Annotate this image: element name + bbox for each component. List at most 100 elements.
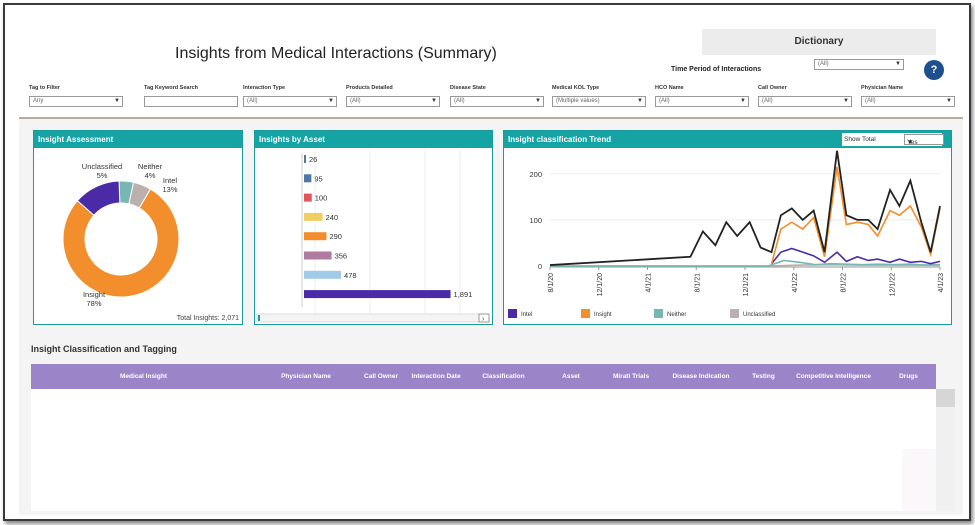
column-header[interactable]: Asset [562, 373, 580, 380]
asset-bar[interactable] [304, 174, 312, 183]
show-total-label: Show Total [844, 136, 876, 143]
filter-value: (All) [350, 98, 361, 104]
filter-select[interactable]: (All) ▼ [450, 96, 544, 107]
legend-label: Insight [594, 312, 612, 318]
legend-swatch [730, 309, 739, 318]
scrollbar-thumb[interactable] [936, 389, 955, 407]
asset-bar[interactable] [304, 270, 342, 279]
donut-label-name: Unclassified [82, 162, 122, 171]
table-body [31, 389, 936, 511]
donut-label-value: 4% [145, 171, 156, 180]
chevron-down-icon: ▼ [907, 139, 914, 146]
filter-select[interactable]: (All) ▼ [758, 96, 852, 107]
dashboard-canvas: Insights from Medical Interactions (Summ… [19, 19, 963, 515]
column-header[interactable]: Testing [752, 373, 775, 380]
y-tick-label: 100 [529, 216, 542, 225]
show-total-select[interactable]: Yes ▼ [904, 134, 944, 146]
show-total-control: Show Total Yes ▼ [842, 133, 944, 146]
insights-by-asset-title: Insights by Asset [255, 131, 492, 148]
column-header[interactable]: Classification [482, 373, 525, 380]
bar-value-label: 356 [335, 252, 348, 261]
dictionary-button[interactable]: Dictionary [702, 29, 936, 55]
time-period-select[interactable]: (All) ▼ [814, 59, 904, 70]
filter-label: Disease State [450, 85, 486, 91]
legend-swatch [581, 309, 590, 318]
asset-bar[interactable] [304, 212, 323, 221]
horizontal-scrollbar[interactable] [256, 313, 490, 323]
chevron-down-icon: ▼ [843, 98, 849, 104]
column-header[interactable]: Competitive Intelligence [796, 373, 871, 380]
chevron-down-icon: ▼ [895, 61, 901, 67]
x-tick-label: 8/1/20 [548, 273, 555, 293]
asset-bar[interactable] [304, 251, 332, 260]
donut-slice-insight[interactable] [62, 188, 180, 298]
legend-label: Intel [521, 312, 532, 318]
column-header[interactable]: Medical Insight [120, 373, 167, 380]
series-line-intel[interactable] [770, 247, 941, 265]
donut-label-name: Neither [138, 162, 163, 171]
table-section-title: Insight Classification and Tagging [31, 344, 177, 354]
filter-value: (All) [762, 98, 773, 104]
filter-label: Call Owner [758, 85, 787, 91]
column-header[interactable]: Drugs [899, 373, 918, 380]
filter-label: Tag to Filter [29, 85, 61, 91]
x-tick-label: 8/1/22 [841, 273, 848, 293]
x-tick-label: 12/1/20 [597, 273, 604, 296]
time-period-value: (All) [818, 61, 829, 67]
series-line-neither[interactable] [550, 259, 941, 267]
donut-label-value: 5% [97, 171, 108, 180]
asset-bar[interactable] [304, 193, 312, 202]
scroll-right-button[interactable] [478, 313, 490, 323]
series-line-insight[interactable] [770, 166, 941, 264]
x-tick-label: 8/1/21 [694, 273, 701, 293]
donut-label-name: Intel [163, 176, 178, 185]
chevron-down-icon: ▼ [740, 98, 746, 104]
series-line-total[interactable] [549, 150, 941, 266]
donut-label-name: Insight [83, 290, 106, 299]
chevron-down-icon: ▼ [535, 98, 541, 104]
asset-bar[interactable] [304, 232, 327, 241]
filter-select[interactable]: (All) ▼ [243, 96, 337, 107]
insights-by-asset-panel: Insights by Asset 26 95 100 240 290 356 478 1,8… [254, 130, 493, 325]
x-tick-label: 12/1/22 [889, 273, 896, 296]
column-header[interactable]: Mirati Trials [612, 373, 650, 380]
column-header[interactable]: Disease Indication [672, 373, 730, 380]
chevron-down-icon: ▼ [431, 98, 437, 104]
filter-value: (All) [454, 98, 465, 104]
show-total-value: Yes [907, 139, 918, 146]
chevron-down-icon: ▼ [114, 98, 120, 104]
legend-swatch [508, 309, 517, 318]
column-header[interactable]: Physician Name [281, 373, 331, 380]
page-title: Insights from Medical Interactions (Summ… [175, 45, 497, 62]
tag-keyword-input[interactable] [144, 96, 238, 107]
filter-label: Physician Name [861, 85, 904, 91]
bar-value-label: 26 [309, 155, 317, 164]
y-tick-label: 0 [538, 262, 542, 271]
filter-value: (Multiple values) [556, 98, 600, 104]
donut-slice-intel[interactable] [76, 180, 121, 216]
legend-label: Neither [667, 312, 686, 318]
filter-select[interactable]: (All) ▼ [346, 96, 440, 107]
filter-select[interactable]: Any ▼ [29, 96, 123, 107]
chevron-down-icon: ▼ [946, 98, 952, 104]
bar-value-label: 100 [315, 194, 328, 203]
filter-label: Products Detailed [346, 85, 393, 91]
table-vertical-scrollbar[interactable] [936, 389, 955, 511]
classification-trend-title: Insight classification Trend [504, 131, 951, 148]
header-divider [19, 117, 963, 119]
bar-value-label: 1,891 [454, 290, 473, 299]
asset-bar[interactable] [304, 290, 451, 299]
filter-value: (All) [659, 98, 670, 104]
help-icon[interactable]: ? [924, 60, 944, 80]
asset-bar[interactable] [304, 155, 307, 163]
x-tick-label: 4/1/23 [938, 273, 945, 293]
filter-value: (All) [247, 98, 258, 104]
filter-select[interactable]: (All) ▼ [655, 96, 749, 107]
filter-select[interactable]: (Multiple values) ▼ [552, 96, 646, 107]
scrollbar-thumb[interactable] [258, 315, 260, 321]
column-header[interactable]: Interaction Date [411, 373, 461, 380]
table-blank-area [902, 449, 936, 511]
filter-label: Tag Keyword Search [144, 85, 198, 91]
column-header[interactable]: Call Owner [364, 373, 398, 380]
filter-select[interactable]: (All) ▼ [861, 96, 955, 107]
